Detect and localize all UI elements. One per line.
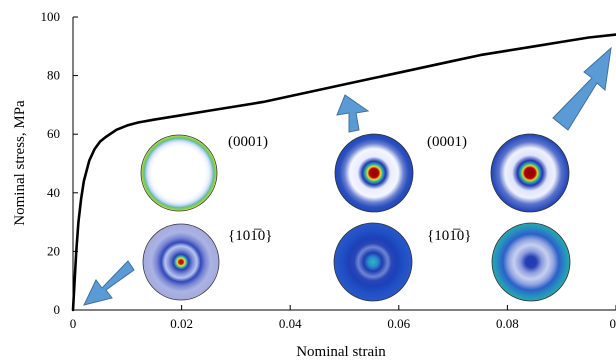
pole-figure-group: [140, 133, 571, 302]
y-axis-ticks: 0 20 40 60 80 100: [41, 9, 78, 317]
y-axis-title: Nominal stress, MPa: [12, 100, 28, 226]
pole-figure-1: [140, 134, 218, 212]
pf-label-basal-1: (0001): [228, 134, 268, 150]
x-tick-label: 0: [70, 316, 77, 331]
x-axis-ticks: 0 0.02 0.04 0.06 0.08 0: [70, 305, 616, 331]
pole-figure-3: [334, 133, 414, 213]
arrow-mid: [336, 94, 370, 133]
x-tick-label: 0.08: [496, 316, 519, 331]
series-line-stress-strain: [71, 33, 616, 312]
y-tick-label: 60: [47, 126, 60, 141]
pole-figure-5: [333, 222, 413, 302]
pf-label-prism-1: {101̅0}: [228, 228, 272, 244]
y-tick-label: 20: [47, 243, 60, 258]
y-tick-label: 40: [47, 185, 60, 200]
pole-figure-6: [491, 222, 571, 302]
y-tick-label: 100: [41, 9, 61, 24]
x-tick-label: 0.04: [279, 316, 302, 331]
y-tick-label: 0: [54, 302, 61, 317]
pf-label-basal-2: (0001): [427, 134, 467, 150]
pole-figure-4: [490, 133, 570, 213]
pole-figure-2: [142, 223, 220, 301]
x-tick-label: 0: [610, 316, 616, 331]
arrow-end: [552, 46, 612, 131]
arrow-group: [83, 46, 612, 306]
x-axis-title: Nominal strain: [296, 344, 386, 360]
x-tick-label: 0.06: [387, 316, 410, 331]
arrow-start: [83, 260, 135, 306]
pf-label-prism-2: {101̅0}: [427, 228, 471, 244]
x-tick-label: 0.02: [170, 316, 193, 331]
y-tick-label: 80: [47, 68, 60, 83]
